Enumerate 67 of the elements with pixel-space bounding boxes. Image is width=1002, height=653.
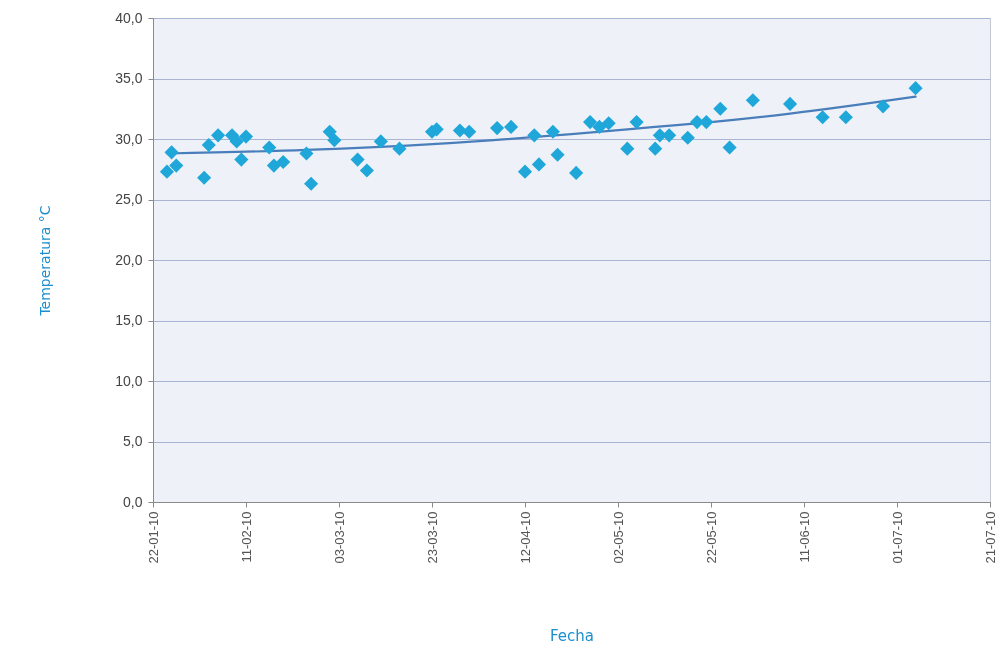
- point: [299, 146, 314, 161]
- point: [373, 134, 388, 149]
- point: [908, 81, 923, 96]
- y-axis-title: Temperatura °C: [36, 205, 53, 317]
- point: [782, 96, 798, 111]
- point: [517, 164, 533, 179]
- y-tick-label: 35,0: [115, 70, 143, 86]
- y-tick-label: 15,0: [115, 312, 143, 328]
- point: [875, 99, 891, 114]
- y-tick-label: 0,0: [123, 493, 143, 510]
- x-tick-label: 22-05-10: [703, 511, 719, 564]
- point: [327, 133, 342, 148]
- point: [304, 176, 319, 191]
- point: [229, 134, 244, 149]
- point: [262, 140, 277, 155]
- point: [266, 158, 281, 173]
- point: [699, 114, 714, 130]
- point: [745, 93, 760, 108]
- point: [838, 110, 853, 125]
- point: [238, 129, 254, 144]
- point: [197, 170, 212, 185]
- y-tick-label: 30,0: [115, 130, 143, 147]
- point: [601, 116, 616, 131]
- point: [583, 114, 598, 130]
- y-tick-label: 10,0: [115, 372, 143, 389]
- point: [545, 124, 560, 139]
- point: [490, 121, 505, 136]
- point: [164, 145, 179, 160]
- point: [713, 101, 728, 116]
- point: [392, 141, 407, 156]
- x-tick-label: 11-02-10: [238, 511, 254, 563]
- point: [592, 119, 607, 134]
- point: [503, 119, 519, 134]
- point: [722, 140, 737, 155]
- point: [169, 158, 184, 173]
- y-tick-label: 20,0: [115, 251, 143, 268]
- point: [531, 157, 547, 172]
- y-tick-label: 5,0: [123, 433, 143, 449]
- point: [550, 147, 565, 162]
- point: [276, 154, 291, 170]
- point: [569, 165, 584, 180]
- point: [201, 137, 216, 153]
- point: [527, 128, 542, 143]
- point: [662, 128, 677, 143]
- point: [211, 128, 226, 143]
- point: [159, 164, 175, 179]
- x-tick-label: 22-01-10: [145, 511, 161, 564]
- point: [359, 163, 374, 178]
- point: [680, 130, 695, 145]
- x-tick-label: 12-04-10: [517, 511, 533, 564]
- x-axis-title: Fecha: [550, 626, 594, 645]
- x-tick-label: 01-07-10: [889, 511, 905, 564]
- y-tick-label: 40,0: [115, 9, 143, 26]
- x-tick-label: 02-05-10: [610, 511, 626, 564]
- x-tick-label: 03-03-10: [331, 511, 347, 564]
- point: [234, 152, 249, 167]
- point: [815, 110, 830, 125]
- point: [629, 114, 644, 130]
- point: [648, 141, 663, 156]
- point: [620, 141, 635, 156]
- point: [462, 124, 477, 139]
- x-tick-label: 21-07-10: [982, 511, 998, 564]
- y-tick-label: 25,0: [115, 191, 143, 207]
- point: [350, 152, 365, 167]
- point: [322, 124, 337, 139]
- x-tick-label: 11-06-10: [796, 511, 812, 563]
- x-tick-label: 23-03-10: [424, 511, 440, 564]
